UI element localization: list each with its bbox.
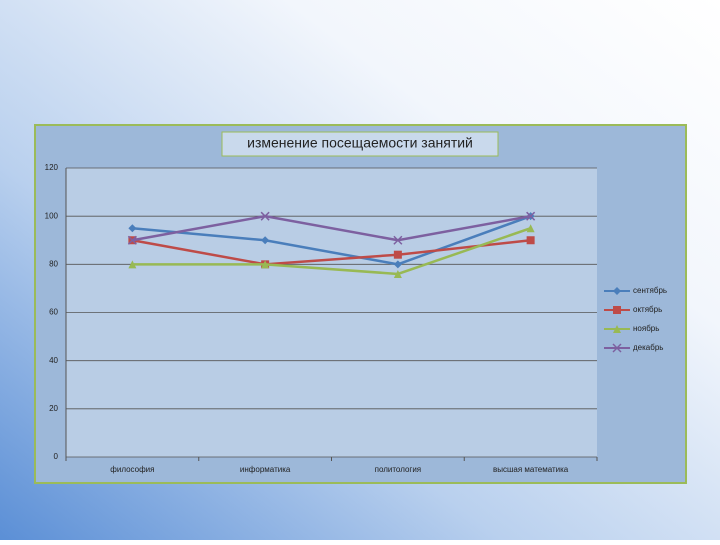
chart-title: изменение посещаемости занятий [247,135,473,151]
marker [526,224,535,233]
marker [127,235,137,245]
legend-label: декабрь [633,343,663,352]
marker [612,343,622,353]
marker [393,260,402,269]
marker [128,260,137,269]
y-tick-label: 0 [54,452,59,461]
marker [526,236,535,245]
y-tick-label: 60 [49,308,58,317]
title-box [221,131,499,157]
marker [260,211,270,221]
marker [393,250,402,259]
marker [393,235,403,245]
marker [261,236,270,245]
marker [261,260,270,269]
legend-label: октябрь [633,305,662,314]
y-tick-label: 100 [45,211,59,220]
marker [613,325,621,333]
marker [526,211,536,221]
x-tick-label: философия [110,465,154,474]
series-line [132,214,531,242]
x-tick-label: информатика [240,465,291,474]
legend-label: ноябрь [633,324,659,333]
marker [128,224,137,233]
x-tick-label: политология [375,465,422,474]
series-line [132,227,532,276]
y-tick-label: 20 [49,404,58,413]
y-tick-label: 80 [49,259,58,268]
legend-label: сентябрь [633,286,667,295]
x-tick-label: высшая математика [493,465,569,474]
series-line [132,239,531,266]
y-tick-label: 40 [49,356,58,365]
series-line [132,214,532,266]
marker [613,306,621,314]
y-tick-label: 120 [45,163,59,172]
marker [393,269,402,278]
marker [613,287,621,295]
